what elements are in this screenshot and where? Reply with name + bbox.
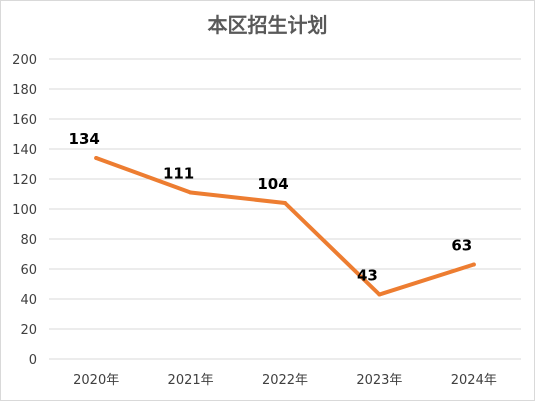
gridlines	[49, 58, 521, 360]
x-tick-label: 2023年	[356, 373, 402, 388]
y-tick-label: 20	[20, 323, 37, 338]
y-tick-label: 60	[20, 263, 37, 278]
y-tick-label: 140	[12, 143, 37, 158]
y-tick-label: 0	[29, 353, 37, 368]
data-label: 104	[257, 175, 288, 193]
data-point	[283, 201, 287, 205]
data-point	[188, 190, 193, 195]
data-point	[94, 156, 99, 160]
x-axis-tick-labels: 2020年 2021年 2022年 2023年 2024年	[73, 373, 497, 388]
data-label: 63	[451, 237, 472, 255]
y-tick-label: 40	[20, 293, 37, 308]
data-label: 43	[357, 267, 378, 285]
chart-title: 本区招生计划	[207, 13, 328, 37]
y-tick-label: 160	[12, 113, 37, 128]
y-tick-label: 100	[12, 203, 37, 218]
x-tick-label: 2022年	[262, 373, 308, 388]
data-point	[471, 262, 476, 267]
x-tick-label: 2024年	[451, 373, 497, 388]
data-label: 111	[163, 165, 194, 183]
data-label: 134	[69, 130, 100, 148]
data-point	[377, 292, 382, 297]
y-tick-label: 180	[12, 83, 37, 98]
y-tick-label: 120	[12, 173, 37, 188]
y-tick-label: 200	[12, 53, 37, 68]
y-axis-tick-labels: 0 20 40 60 80 100 120 140 160 180 200	[12, 53, 37, 368]
y-tick-label: 80	[20, 233, 37, 248]
data-labels: 134 111 104 43 63	[69, 130, 473, 285]
series-line	[94, 156, 476, 297]
x-tick-label: 2021年	[168, 373, 214, 388]
x-tick-label: 2020年	[73, 373, 119, 388]
